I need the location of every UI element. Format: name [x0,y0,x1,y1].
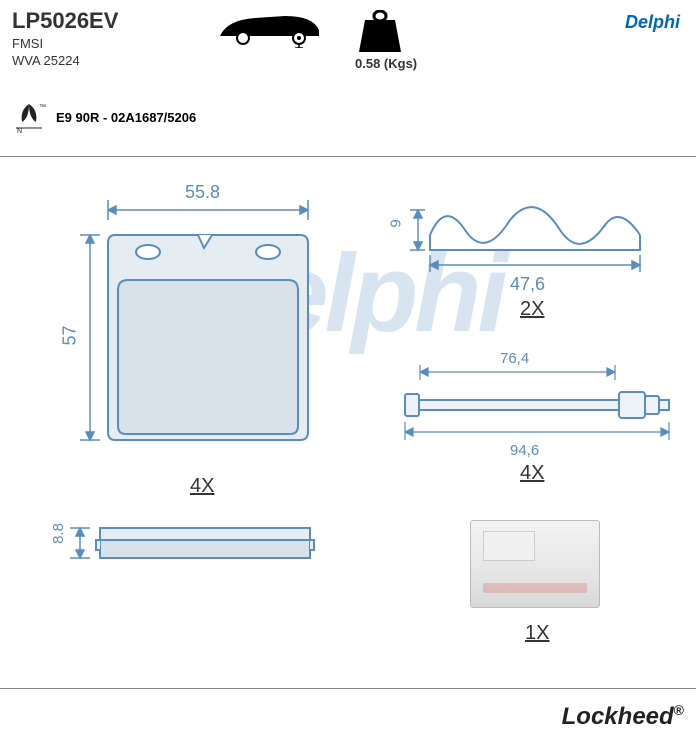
fmsi-code: FMSI [12,36,684,51]
svg-text:N: N [17,128,22,134]
wva-code: WVA 25224 [12,53,684,68]
clip-qty: 2X [520,298,544,321]
clip-width-dim: 47,6 [510,274,545,295]
clip-height-dim: 9 [388,219,405,227]
header: LP5026EV FMSI WVA 25224 Delphi 0.58 (Kgs… [0,0,696,150]
part-number: LP5026EV [12,8,684,34]
pin-qty: 4X [520,462,544,485]
packet-qty: 1X [525,622,549,645]
weight-value: 0.58 (Kgs) [355,56,417,71]
pin-outer-dim: 94,6 [510,442,539,459]
eco-row: N ™ E9 90R - 02A1687/5206 [12,100,196,134]
pad-height-dim: 57 [60,325,81,345]
divider-top [0,156,696,157]
footer-brand: Lockheed® [562,702,684,731]
footer-brand-text: Lockheed [562,703,674,730]
weight-block: 0.58 (Kgs) [355,10,417,71]
regulation-code: E9 90R - 02A1687/5206 [56,110,196,125]
weight-icon [355,10,405,54]
brand-logo: Delphi [625,12,680,33]
pad-side-drawing [40,510,340,590]
pin-inner-dim: 76,4 [500,350,529,367]
leaf-icon: N ™ [12,100,46,134]
pad-qty: 4X [190,475,214,498]
car-rear-axle-icon [215,8,325,48]
grease-packet [470,520,600,608]
pad-thickness-dim: 8.8 [50,523,67,544]
svg-text:™: ™ [39,104,46,111]
pad-width-dim: 55.8 [185,182,220,203]
technical-drawings: 55.8 57 4X 8.8 9 47,6 2X [0,160,696,695]
